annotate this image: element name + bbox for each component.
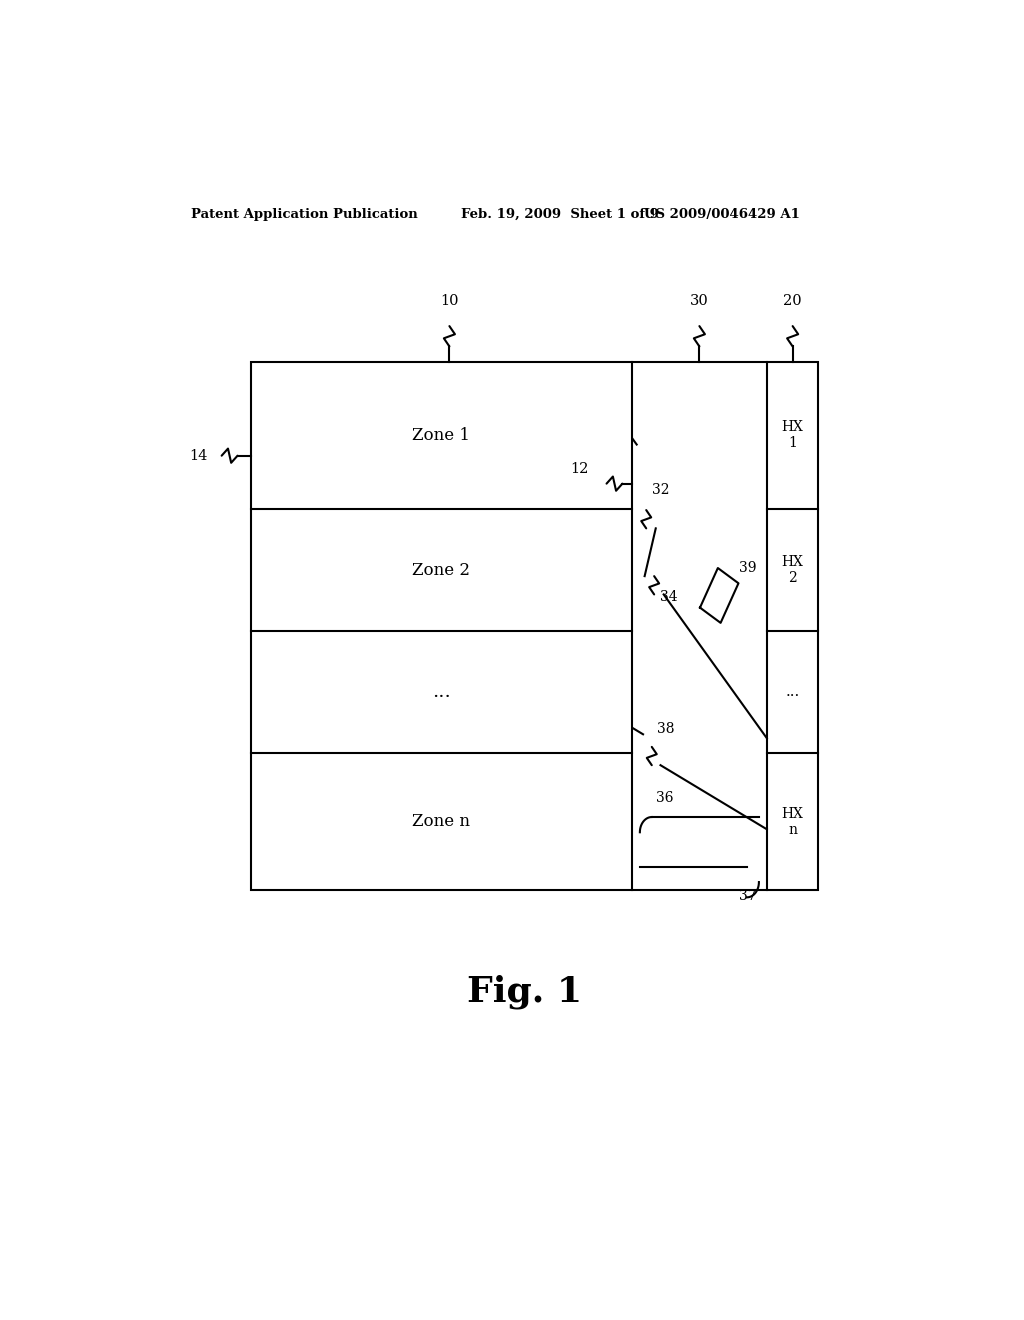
Text: Zone 2: Zone 2 <box>413 561 470 578</box>
Text: HX
n: HX n <box>781 807 804 837</box>
Text: 34: 34 <box>659 590 677 605</box>
Text: HX
2: HX 2 <box>781 554 804 585</box>
Text: ...: ... <box>432 682 451 701</box>
Text: 20: 20 <box>783 294 802 308</box>
Text: Patent Application Publication: Patent Application Publication <box>191 207 418 220</box>
Text: 39: 39 <box>739 561 757 576</box>
Text: 37: 37 <box>739 890 757 903</box>
Text: HX
1: HX 1 <box>781 420 804 450</box>
Text: 36: 36 <box>655 791 673 805</box>
Text: Zone n: Zone n <box>413 813 470 830</box>
Text: 10: 10 <box>440 294 459 308</box>
Text: 38: 38 <box>656 722 674 735</box>
Text: 30: 30 <box>690 294 709 308</box>
Text: 12: 12 <box>570 462 588 475</box>
Text: 32: 32 <box>652 483 670 496</box>
Bar <box>251 362 818 890</box>
Text: Fig. 1: Fig. 1 <box>467 974 583 1008</box>
Text: US 2009/0046429 A1: US 2009/0046429 A1 <box>644 207 800 220</box>
Text: ...: ... <box>785 685 800 700</box>
Text: Feb. 19, 2009  Sheet 1 of 9: Feb. 19, 2009 Sheet 1 of 9 <box>461 207 659 220</box>
Text: Zone 1: Zone 1 <box>413 426 470 444</box>
Text: 14: 14 <box>189 449 207 463</box>
